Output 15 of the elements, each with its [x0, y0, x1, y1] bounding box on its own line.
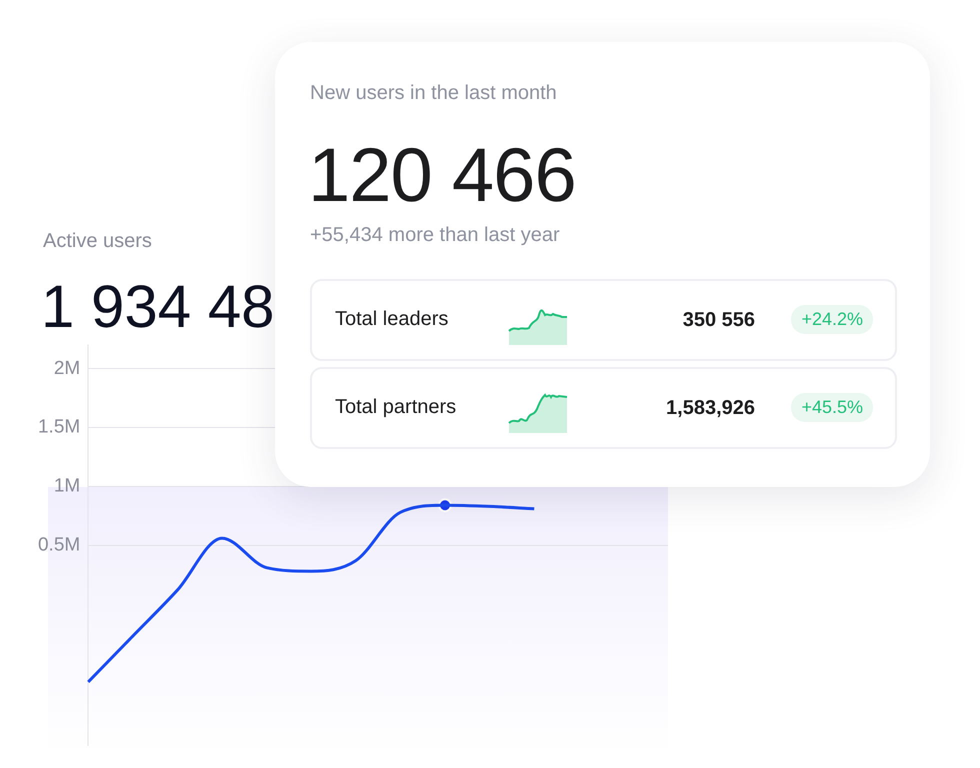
text: Total partners	[335, 396, 456, 419]
text: +45.5%	[791, 393, 873, 422]
text: Total leaders	[335, 308, 448, 331]
text: 1 934 48	[41, 273, 275, 340]
text: +24.2%	[791, 305, 873, 334]
y-tick-label: 2M	[54, 358, 80, 379]
text: 350 556	[682, 309, 755, 332]
y-tick-label: 0.5M	[38, 534, 80, 556]
text: New users in the last month	[310, 82, 557, 105]
text: 120 466	[308, 132, 576, 219]
y-tick-label: 1M	[54, 476, 80, 497]
text: +55,434 more than last year	[310, 224, 560, 247]
annotation: 1,583,926	[666, 397, 755, 420]
y-tick-label: 1.5M	[38, 416, 80, 438]
chart-title: Active users	[43, 230, 152, 252]
